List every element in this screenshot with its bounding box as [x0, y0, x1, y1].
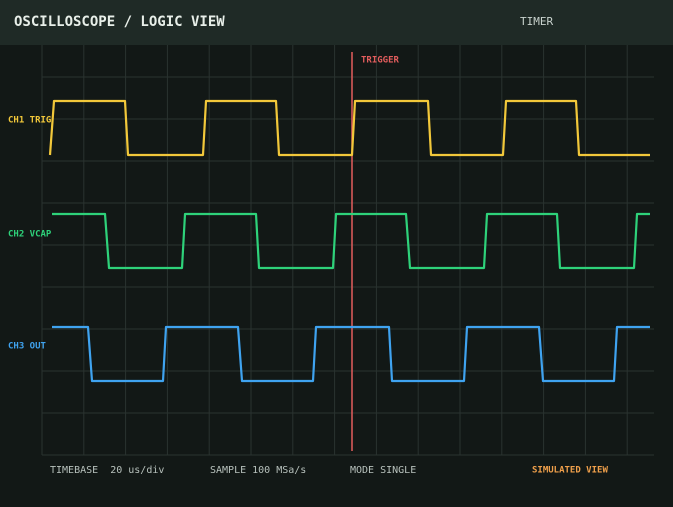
footer-sample: SAMPLE 100 MSa/s [210, 465, 306, 476]
channel-label: CH2 VCAP [8, 230, 52, 240]
ch1-waveform [48, 99, 650, 157]
footer-timebase: TIMEBASE 20 us/div [50, 465, 164, 476]
channel-label: CH1 TRIG [8, 116, 51, 126]
ch3-waveform [52, 325, 650, 383]
footer-mode: MODE SINGLE [350, 465, 416, 476]
title: OSCILLOSCOPE / LOGIC VIEW [14, 14, 225, 30]
footer-status: SIMULATED VIEW [532, 466, 608, 476]
channel-label: CH3 OUT [8, 342, 47, 352]
header-bar [0, 0, 673, 45]
mode-label: TIMER [520, 15, 553, 28]
ch2-waveform [52, 212, 650, 270]
trigger-label: TRIGGER [361, 56, 400, 66]
